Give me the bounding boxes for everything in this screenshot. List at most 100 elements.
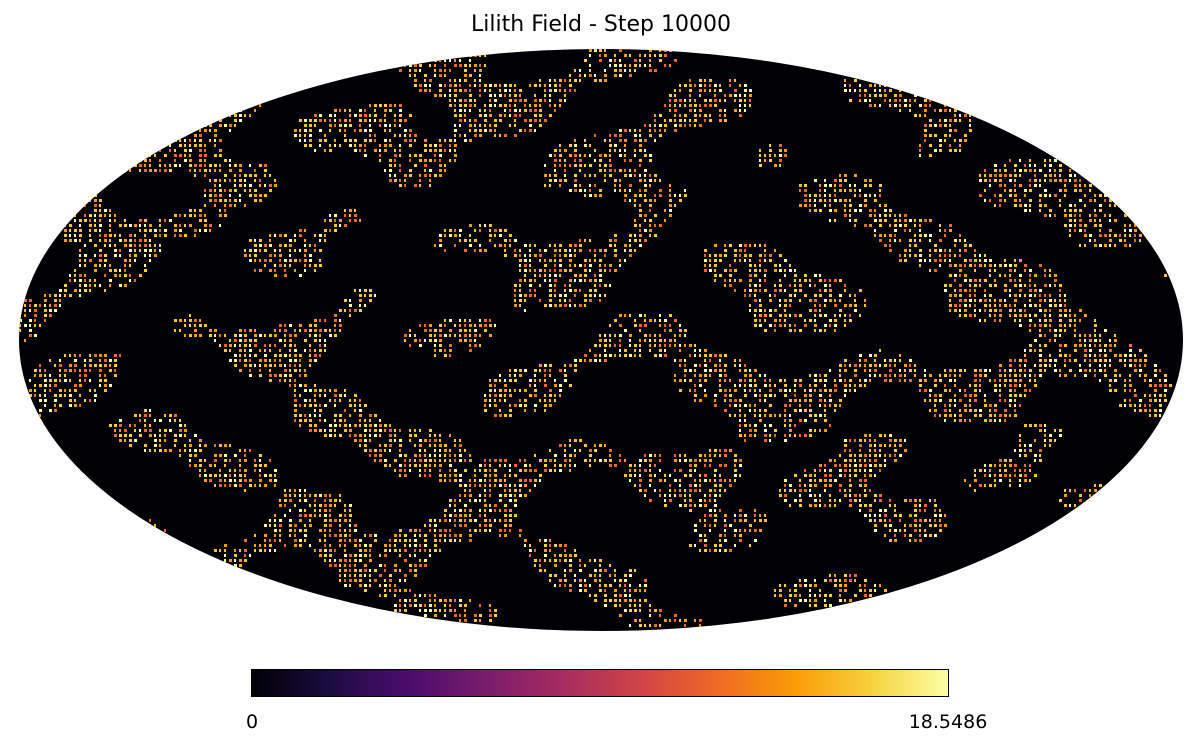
field-pixel xyxy=(624,129,627,132)
field-pixel xyxy=(424,79,426,82)
field-pixel xyxy=(149,249,152,252)
field-pixel xyxy=(484,249,487,252)
field-pixel xyxy=(249,349,252,352)
field-pixel xyxy=(839,184,842,187)
field-pixel xyxy=(724,269,727,272)
field-pixel xyxy=(619,184,621,187)
field-pixel xyxy=(864,459,866,462)
field-pixel xyxy=(419,464,421,467)
field-pixel xyxy=(519,269,521,272)
field-pixel xyxy=(959,369,962,372)
field-pixel xyxy=(884,214,887,217)
field-pixel xyxy=(314,264,317,267)
field-pixel xyxy=(349,209,352,212)
field-pixel xyxy=(639,164,641,167)
field-pixel xyxy=(74,404,77,407)
field-pixel xyxy=(954,419,956,422)
field-pixel xyxy=(1009,304,1011,307)
field-pixel xyxy=(204,459,206,462)
field-pixel xyxy=(999,184,1002,187)
field-pixel xyxy=(939,124,942,127)
field-pixel xyxy=(909,364,911,367)
field-pixel xyxy=(134,414,137,417)
field-pixel xyxy=(264,164,267,167)
field-pixel xyxy=(834,479,837,482)
field-pixel xyxy=(1059,319,1062,322)
field-pixel xyxy=(614,59,616,62)
field-pixel xyxy=(984,254,986,257)
field-pixel xyxy=(234,199,237,202)
field-pixel xyxy=(204,204,206,207)
field-pixel xyxy=(609,139,611,142)
field-pixel xyxy=(469,74,472,77)
field-pixel xyxy=(1044,284,1047,287)
field-pixel xyxy=(889,439,892,442)
field-pixel xyxy=(569,289,572,292)
field-pixel xyxy=(1039,374,1042,377)
field-pixel xyxy=(304,339,307,342)
field-pixel xyxy=(354,394,357,397)
field-pixel xyxy=(754,429,757,432)
field-pixel xyxy=(594,49,597,52)
field-pixel xyxy=(224,204,226,207)
field-pixel xyxy=(219,344,221,347)
field-pixel xyxy=(624,314,626,317)
field-pixel xyxy=(759,414,761,417)
field-pixel xyxy=(744,294,746,297)
field-pixel xyxy=(899,219,901,222)
field-pixel xyxy=(679,379,682,382)
field-pixel xyxy=(324,429,326,432)
field-pixel xyxy=(704,479,707,482)
field-pixel xyxy=(1079,209,1082,212)
field-pixel xyxy=(1034,164,1036,167)
field-pixel xyxy=(319,494,322,497)
field-pixel xyxy=(364,119,367,122)
field-pixel xyxy=(929,134,932,137)
field-pixel xyxy=(264,484,267,487)
field-pixel xyxy=(1034,349,1036,352)
field-pixel xyxy=(899,454,902,457)
field-pixel xyxy=(269,259,272,262)
field-pixel xyxy=(334,319,337,322)
field-pixel xyxy=(369,449,372,452)
field-pixel xyxy=(989,184,991,187)
field-pixel xyxy=(844,214,847,217)
field-pixel xyxy=(489,489,491,492)
field-pixel xyxy=(554,464,556,467)
field-pixel xyxy=(284,374,287,377)
field-pixel xyxy=(469,489,471,492)
field-pixel xyxy=(1089,364,1091,367)
field-pixel xyxy=(499,234,502,237)
field-pixel xyxy=(994,264,996,267)
field-pixel xyxy=(269,189,272,192)
field-pixel xyxy=(304,269,306,272)
field-pixel xyxy=(774,394,776,397)
field-pixel xyxy=(204,214,206,217)
field-pixel xyxy=(494,324,496,327)
field-pixel xyxy=(229,474,231,477)
field-pixel xyxy=(194,139,196,142)
field-pixel xyxy=(594,74,596,77)
field-pixel xyxy=(389,144,392,147)
field-pixel xyxy=(539,459,542,462)
field-pixel xyxy=(909,249,911,252)
field-pixel xyxy=(479,484,481,487)
field-pixel xyxy=(289,379,291,382)
field-pixel xyxy=(139,169,141,172)
field-pixel xyxy=(784,409,786,412)
field-pixel xyxy=(1014,194,1017,197)
field-pixel xyxy=(1094,334,1096,337)
field-pixel xyxy=(1059,164,1062,167)
field-pixel xyxy=(774,309,777,312)
field-pixel xyxy=(364,449,367,452)
field-pixel xyxy=(844,364,846,367)
field-pixel xyxy=(229,199,231,202)
field-pixel xyxy=(284,269,286,272)
field-pixel xyxy=(494,94,496,97)
field-pixel xyxy=(269,239,271,242)
field-pixel xyxy=(399,104,402,107)
field-pixel xyxy=(994,484,996,487)
field-pixel xyxy=(174,224,177,227)
field-pixel xyxy=(749,269,751,272)
field-pixel xyxy=(319,264,322,267)
